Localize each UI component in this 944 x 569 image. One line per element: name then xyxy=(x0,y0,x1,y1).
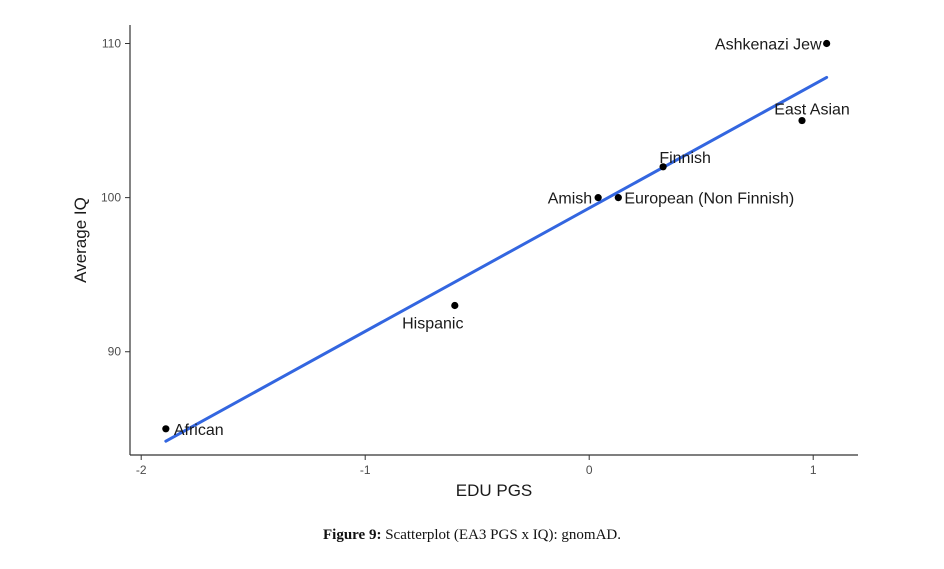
y-tick-label: 100 xyxy=(101,191,121,205)
y-ticks: 90 100 110 xyxy=(101,36,130,359)
data-point xyxy=(614,194,622,202)
point-label: Hispanic xyxy=(402,316,463,333)
y-tick-label: 90 xyxy=(108,345,122,359)
y-tick-label: 110 xyxy=(102,36,121,50)
regression-line xyxy=(164,75,829,443)
data-point xyxy=(798,116,806,125)
data-point xyxy=(659,163,667,171)
x-tick-label: -1 xyxy=(360,463,371,477)
data-point xyxy=(162,425,170,433)
data-point xyxy=(823,39,831,48)
point-label: Finnish xyxy=(659,150,711,167)
point-label: Amish xyxy=(548,191,592,208)
point-label: European (Non Finnish) xyxy=(624,191,794,208)
x-ticks: -2 -1 0 1 xyxy=(136,455,817,477)
data-point xyxy=(594,194,602,202)
point-label: East Asian xyxy=(774,102,850,119)
figure-caption: Figure 9: Scatterplot (EA3 PGS x IQ): gn… xyxy=(0,527,944,544)
point-label: African xyxy=(174,422,224,439)
y-axis-title: Average IQ xyxy=(71,197,90,283)
scatter-chart: 90 100 110 -2 -1 0 1 African Hispanic Amish Euro… xyxy=(71,25,858,500)
data-points: African Hispanic Amish European (Non Finnis… xyxy=(162,36,850,439)
x-axis-title: EDU PGS xyxy=(456,481,533,500)
x-tick-label: 1 xyxy=(810,463,817,477)
x-tick-label: 0 xyxy=(586,463,593,477)
point-label: Ashkenazi Jew xyxy=(715,36,822,53)
data-point xyxy=(451,301,459,310)
figure-label: Figure 9: xyxy=(322,527,382,543)
x-tick-label: -2 xyxy=(136,463,147,477)
caption-text: Scatterplot (EA3 PGS x IQ): gnomAD. xyxy=(381,527,622,543)
